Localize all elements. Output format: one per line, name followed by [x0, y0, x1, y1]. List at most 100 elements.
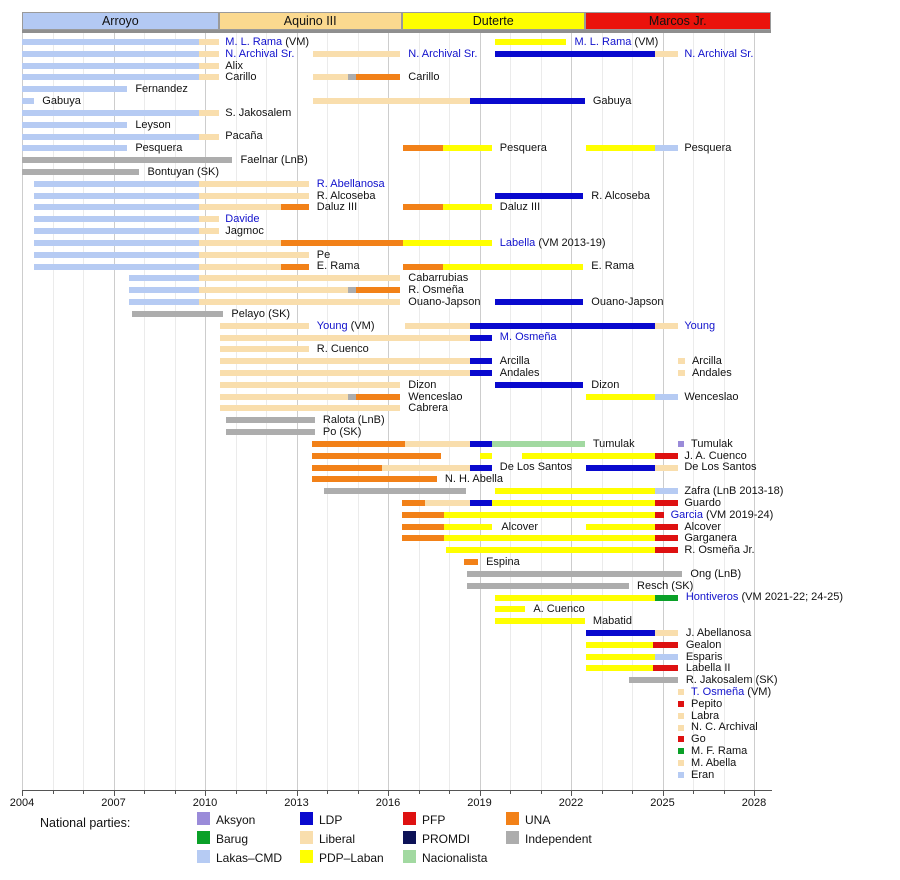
term-bar-segment-una: [401, 511, 445, 518]
bar-label: Gabuya: [42, 95, 81, 107]
legend-swatch-una: [506, 812, 519, 825]
bar-label-text: Ouano-Japson: [408, 295, 481, 308]
gridline-2005: [52, 33, 54, 790]
bar-label-text: R. Alcoseba: [316, 189, 376, 202]
term-bar-segment-una: [311, 476, 437, 483]
bar-label-text: Wenceslao: [684, 390, 739, 403]
term-bar-segment-pdp: [586, 145, 655, 152]
bar-label-text: E. Rama: [591, 260, 635, 273]
term-bar-segment-lakas: [128, 287, 199, 294]
term-bar-segment-liberal: [677, 358, 686, 365]
gridline-2011: [235, 33, 237, 790]
timeline-row-po: Po (SK): [0, 426, 900, 438]
term-bar-segment-pfp: [654, 547, 678, 554]
gridline-2025: [662, 33, 664, 790]
bar-label-text: M. L. Rama: [574, 35, 632, 48]
bar-label-text: (VM): [282, 35, 310, 48]
bar-label-text: Gabuya: [592, 95, 632, 107]
term-bar-segment-liberal: [654, 50, 678, 57]
term-bar-segment-lakas: [22, 39, 199, 45]
term-bar-segment-independent: [22, 157, 233, 164]
bar-label-text: Fernandez: [135, 83, 188, 96]
term-bar-segment-pfp: [654, 523, 678, 530]
x-axis-line: [22, 790, 772, 791]
bar-label-text: J. Abellanosa: [685, 626, 752, 639]
bar-label-text: Zafra (LnB 2013-18): [684, 485, 784, 498]
axis-tick-2016: [388, 791, 389, 796]
bar-label-text: Gealon: [685, 638, 722, 651]
bar-label: T. Osmeña (VM): [691, 686, 771, 698]
term-bar-segment-pdp: [444, 511, 655, 518]
term-bar-segment-liberal: [313, 98, 471, 105]
timeline-row-m-abella: M. Abella: [0, 757, 900, 769]
term-bar-segment-pdp: [522, 452, 655, 459]
bar-label-text: Pesquera: [684, 142, 732, 155]
term-bar-segment-liberal: [677, 724, 685, 731]
bar-label-text: Carillo: [408, 71, 440, 84]
term-bar-segment-ldp: [494, 299, 584, 306]
bar-label-text: R. Abellanosa: [316, 177, 385, 190]
bar-label: Ouano-Japson: [408, 296, 480, 308]
timeline-row-ralota: Ralota (LnB): [0, 414, 900, 426]
bar-label: R. Abellanosa: [317, 178, 385, 190]
timeline-row-m-osme-a: M. Osmeña: [0, 331, 900, 343]
bar-label-text: E. Rama: [316, 260, 360, 273]
bar-label-text: Ralota (LnB): [322, 414, 385, 427]
bar-label: N. Archival Sr.: [225, 48, 294, 60]
bar-label-text: R. Jakosalem (SK): [685, 674, 778, 687]
term-bar-segment-pdp: [586, 665, 654, 672]
timeline-row-m-l-rama: M. L. Rama (VM) M. L. Rama (VM): [0, 36, 900, 48]
term-bar-segment-lakas: [654, 145, 678, 152]
bar-label-text: Alcover: [501, 520, 538, 533]
bar-label: Hontiveros (VM 2021-22; 24-25): [686, 591, 843, 603]
term-bar-segment-independent: [323, 488, 466, 495]
bar-label-text: Mabatid: [592, 615, 632, 628]
gridline-2019: [479, 33, 481, 790]
bar-label-text: De Los Santos: [684, 461, 757, 474]
bar-label-text: N. Archival Sr.: [225, 47, 295, 60]
term-bar-segment-liberal: [198, 133, 219, 140]
term-bar-segment-lakas: [654, 488, 678, 495]
term-bar-segment-lakas: [22, 74, 199, 81]
timeline-row-leyson: Leyson: [0, 119, 900, 131]
axis-tick-2011: [235, 791, 237, 794]
bar-label-text: Young: [316, 319, 348, 332]
axis-tick-label-2025: 2025: [650, 797, 675, 809]
term-bar-segment-liberal: [198, 216, 219, 223]
timeline-row-pelayo: Pelayo (SK): [0, 308, 900, 320]
term-bar-segment-una: [401, 523, 445, 530]
bar-label: Tumulak: [593, 438, 635, 450]
term-bar-segment-barug: [654, 594, 678, 601]
term-bar-segment-liberal: [198, 62, 219, 69]
axis-tick-label-2028: 2028: [741, 797, 767, 809]
bar-label: Alix: [225, 60, 243, 72]
timeline-row-bontuyan: Bontuyan (SK): [0, 166, 900, 178]
term-bar-segment-lakas: [22, 86, 128, 93]
timeline-row-n-c-archival: N. C. Archival: [0, 721, 900, 733]
term-bar-segment-una: [403, 263, 443, 270]
timeline-row-r-osme-a-jr-: R. Osmeña Jr.: [0, 544, 900, 556]
legend-swatch-independent: [506, 831, 519, 844]
bar-label-text: Faelnar (LnB): [240, 154, 308, 167]
term-bar-segment-pdp: [403, 239, 492, 246]
bar-label-text: N. Archival Sr.: [684, 47, 754, 60]
term-bar-segment-pfp: [653, 641, 678, 648]
term-bar-segment-liberal: [198, 192, 309, 199]
bar-label: Arcilla: [692, 355, 722, 367]
president-band-marcos-jr-: Marcos Jr.: [584, 12, 771, 30]
term-bar-segment-liberal: [198, 275, 401, 282]
gridline-2012: [266, 33, 267, 790]
axis-tick-2015: [357, 791, 359, 794]
axis-tick-2007: [113, 791, 115, 796]
bar-label: Zafra (LnB 2013-18): [684, 485, 783, 497]
axis-tick-2017: [418, 791, 420, 794]
timeline-row-guardo: Guardo: [0, 497, 900, 509]
term-bar-segment-lakas: [22, 133, 199, 140]
timeline-row-resch: Resch (SK): [0, 580, 900, 592]
term-bar-segment-pfp: [654, 511, 665, 518]
term-bar-segment-liberal: [677, 712, 685, 719]
term-bar-segment-liberal: [313, 74, 349, 81]
term-bar-segment-lakas: [22, 121, 128, 128]
bar-label-text: N. H. Abella: [444, 473, 503, 486]
